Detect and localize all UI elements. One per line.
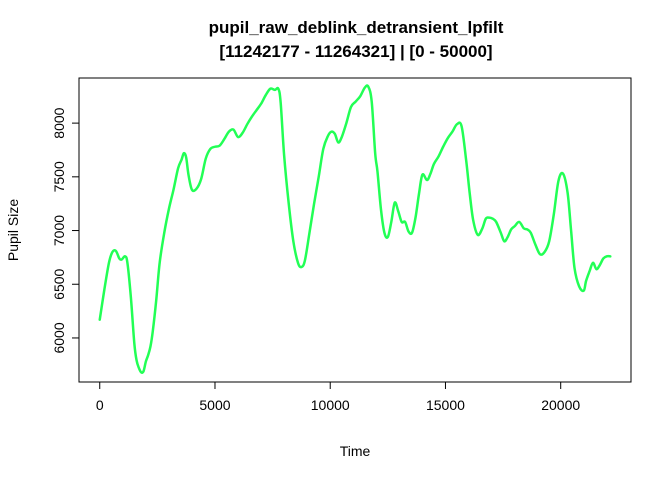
x-tick-label: 0 xyxy=(96,397,104,413)
y-tick-label: 7000 xyxy=(51,215,67,246)
x-tick-label: 15000 xyxy=(426,397,465,413)
x-tick-label: 5000 xyxy=(199,397,230,413)
y-tick-label: 6000 xyxy=(51,322,67,353)
x-tick-label: 20000 xyxy=(541,397,580,413)
x-axis-label: Time xyxy=(340,443,371,459)
y-tick-label: 6500 xyxy=(51,268,67,299)
x-axis: 0 5000 10000 15000 20000 xyxy=(96,381,580,413)
series-layer xyxy=(98,84,612,374)
y-axis-label: Pupil Size xyxy=(5,199,21,261)
plot-area-frame xyxy=(78,77,632,383)
x-tick-label: 10000 xyxy=(311,397,350,413)
chart-subtitle: [11242177 - 11264321] | [0 - 50000] xyxy=(219,42,492,61)
y-tick-label: 7500 xyxy=(51,161,67,192)
y-axis: 6000 6500 7000 7500 8000 xyxy=(51,107,80,354)
series-line xyxy=(98,84,612,374)
y-tick-label: 8000 xyxy=(51,107,67,138)
chart-title: pupil_raw_deblink_detransient_lpfilt xyxy=(209,18,504,37)
